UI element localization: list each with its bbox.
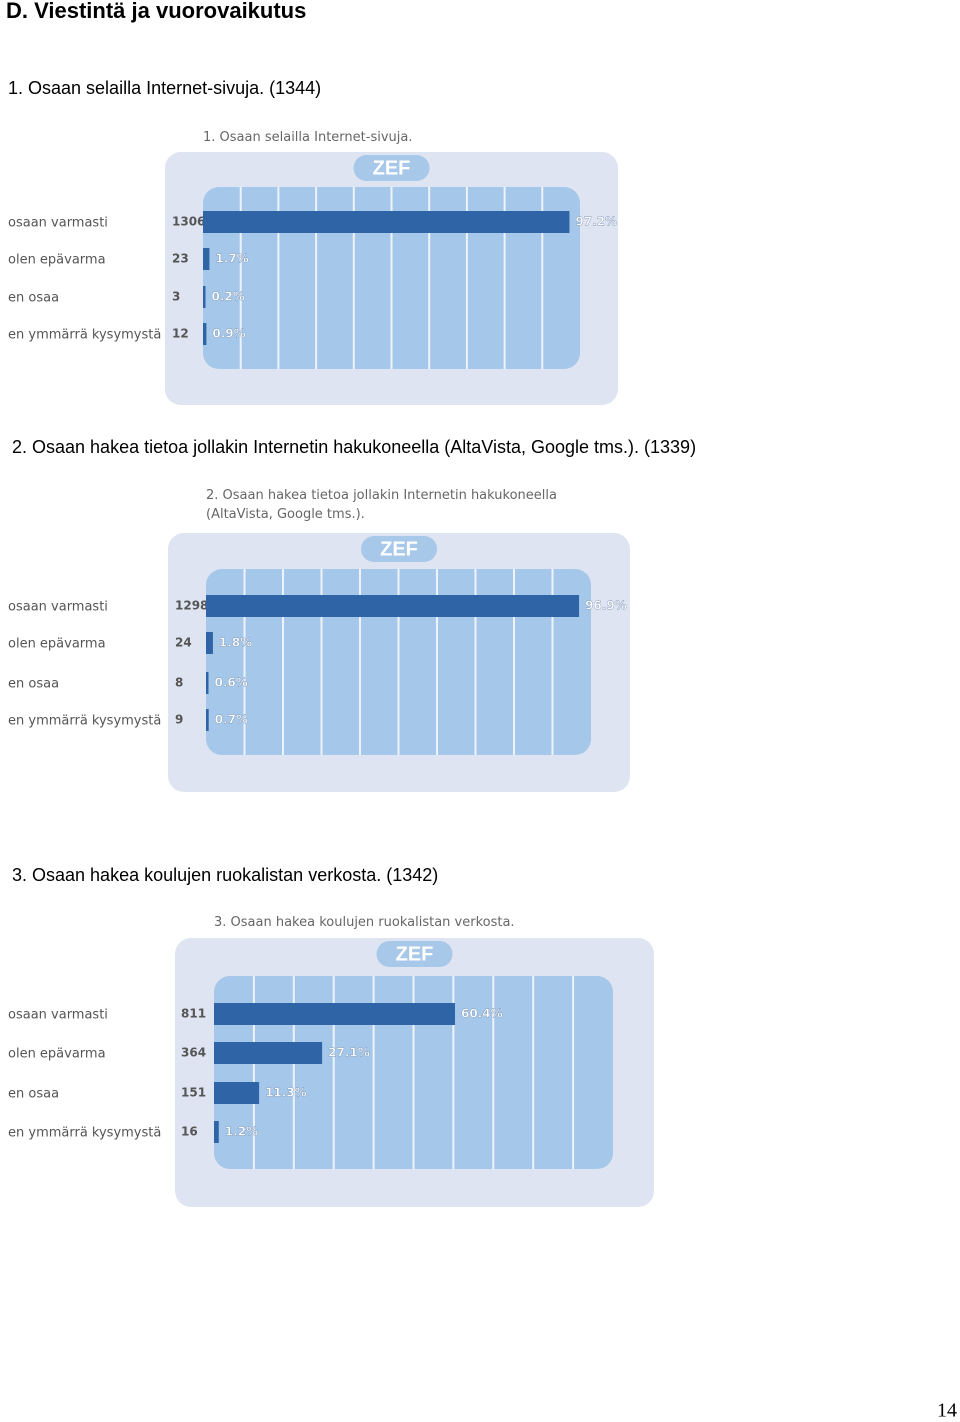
chart-title-box: 2. Osaan hakea tietoa jollakin Interneti… — [206, 488, 557, 522]
value-label: 1.8% — [219, 636, 252, 650]
count-label: 811 — [181, 1007, 206, 1021]
bar — [203, 248, 210, 270]
category-label: osaan varmasti — [8, 600, 108, 615]
count-label: 8 — [175, 676, 183, 690]
count-label: 23 — [172, 252, 189, 266]
logo: ZEF — [380, 538, 418, 560]
bar — [203, 323, 207, 345]
count-label: 1306 — [172, 215, 205, 229]
count-label: 24 — [175, 636, 192, 650]
chart-title-box: 1. Osaan selailla Internet-sivuja. — [203, 130, 413, 145]
chart-title-box: 3. Osaan hakea koulujen ruokalistan verk… — [214, 915, 515, 930]
category-label: osaan varmasti — [8, 1008, 108, 1023]
chart-title: 2. Osaan hakea tietoa jollakin Interneti… — [206, 488, 557, 522]
category-label: olen epävarma — [8, 637, 106, 652]
question: 3. Osaan hakea koulujen ruokalistan verk… — [12, 865, 438, 885]
logo: ZEF — [373, 157, 411, 179]
value-label: 60.4% — [461, 1007, 503, 1021]
logo-pill — [376, 941, 453, 967]
bar — [206, 595, 580, 617]
count-label: 3 — [172, 290, 180, 304]
bar — [214, 1003, 455, 1025]
value-label: 1.7% — [215, 252, 248, 266]
value-label: 0.2% — [212, 290, 245, 304]
value-label: 0.7% — [215, 713, 248, 727]
category-label: osaan varmasti — [8, 216, 108, 231]
bar — [206, 632, 213, 654]
heading: D. Viestintä ja vuorovaikutus — [6, 0, 306, 23]
value-label: 0.9% — [212, 327, 245, 341]
value-label: 1.2% — [225, 1125, 258, 1139]
logo-pill — [353, 155, 430, 181]
question: 1. Osaan selailla Internet-sivuja. (1344… — [8, 78, 321, 98]
category-label: olen epävarma — [8, 1047, 106, 1062]
value-label: 97.2% — [575, 215, 617, 229]
count-label: 16 — [181, 1125, 198, 1139]
category-label: en osaa — [8, 291, 59, 306]
logo-pill — [361, 536, 437, 562]
category-label: en ymmärrä kysymystä — [8, 714, 161, 729]
count-label: 9 — [175, 713, 183, 727]
count-label: 364 — [181, 1046, 206, 1060]
value-label: 0.6% — [215, 676, 248, 690]
bar — [203, 211, 570, 233]
chart-title: 1. Osaan selailla Internet-sivuja. — [203, 130, 413, 145]
bar — [214, 1082, 260, 1104]
chart-title: 3. Osaan hakea koulujen ruokalistan verk… — [214, 915, 515, 930]
bar — [206, 709, 209, 731]
count-label: 12 — [172, 327, 189, 341]
category-label: en ymmärrä kysymystä — [8, 328, 161, 343]
value-label: 96.9% — [585, 599, 627, 613]
bar — [203, 286, 206, 308]
logo: ZEF — [396, 943, 434, 965]
value-label: 11.3% — [265, 1086, 307, 1100]
question: 2. Osaan hakea tietoa jollakin Interneti… — [12, 437, 696, 457]
category-label: en osaa — [8, 677, 59, 692]
bar — [214, 1042, 323, 1064]
page-number: 14 — [937, 1400, 957, 1422]
bar — [214, 1121, 219, 1143]
category-label: en ymmärrä kysymystä — [8, 1126, 161, 1141]
bar — [206, 672, 209, 694]
category-label: olen epävarma — [8, 253, 106, 268]
count-label: 1298 — [175, 599, 208, 613]
category-label: en osaa — [8, 1087, 59, 1102]
count-label: 151 — [181, 1086, 206, 1100]
value-label: 27.1% — [328, 1046, 370, 1060]
